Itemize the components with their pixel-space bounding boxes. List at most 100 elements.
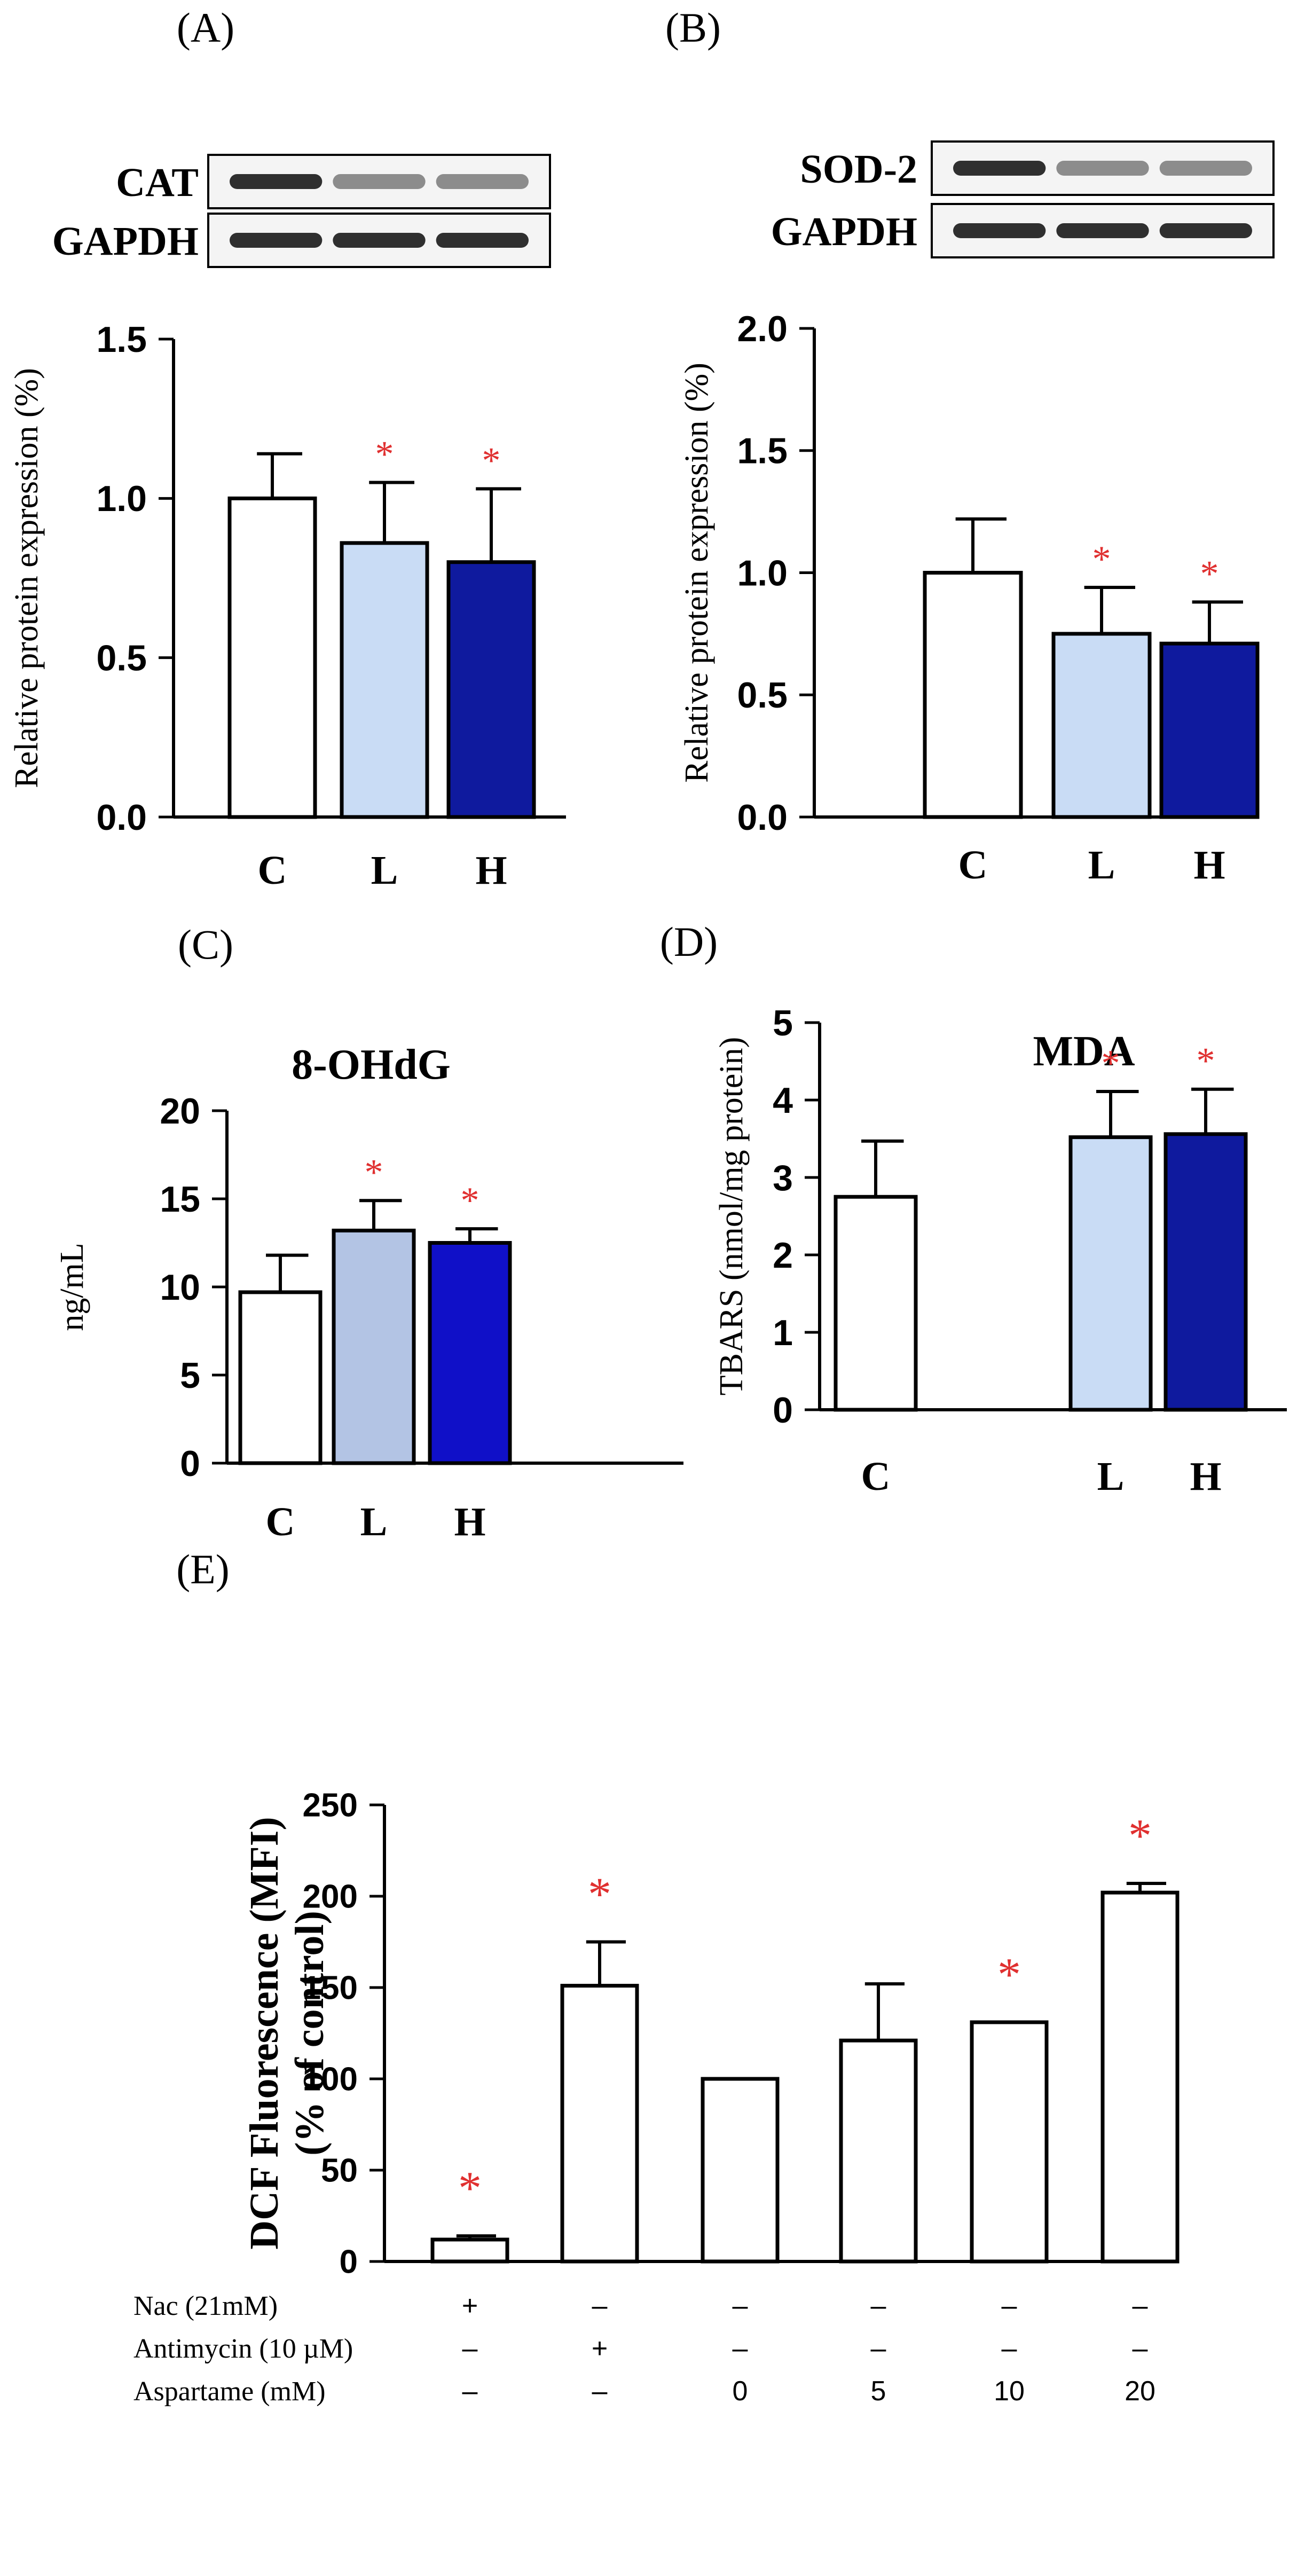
panel-label: (A) [177, 4, 234, 51]
y-tick-label: 1 [773, 1313, 793, 1353]
blot-band [436, 174, 529, 189]
significance-star: * [1200, 553, 1219, 594]
y-tick-label: 0 [773, 1390, 793, 1431]
bar-l [1068, 1135, 1153, 1412]
bar-nac [430, 2237, 509, 2264]
x-tick-label: C [258, 848, 287, 893]
x-tick-label: H [1190, 1454, 1221, 1499]
bar-aspartame-20 [1100, 1890, 1180, 2264]
x-tick-label: H [475, 848, 507, 893]
y-tick-label: 0 [340, 2244, 358, 2281]
significance-star: * [461, 1180, 479, 1221]
y-tick-label: 50 [321, 2153, 358, 2189]
treatment-cell: – [871, 2290, 886, 2321]
y-tick-label: 20 [160, 1091, 200, 1132]
y-tick-label: 0.0 [737, 797, 788, 838]
y-tick-label: 5 [773, 1003, 793, 1043]
blot-band [953, 223, 1046, 238]
treatment-cell: – [1133, 2290, 1148, 2321]
panel-a: (A) CAT GAPDH 0.0 0.5 1.0 1.5 Relative protein … [9, 4, 566, 893]
bar-c [227, 496, 317, 819]
treatment-cell: – [733, 2290, 748, 2321]
blot-band [1056, 161, 1149, 176]
x-tick-label: L [371, 848, 398, 893]
treatment-cell: 5 [871, 2376, 886, 2407]
y-tick-label: 1.5 [737, 431, 788, 472]
blot-band [1056, 223, 1149, 238]
blot-band [230, 233, 323, 248]
y-tick-label: 10 [160, 1267, 200, 1308]
y-tick-label: 4 [773, 1080, 793, 1121]
treatment-cell: – [592, 2376, 608, 2407]
y-tick-label: 1.0 [96, 478, 147, 519]
panel-label: (E) [176, 1546, 230, 1592]
y-axis-label: ng/mL [54, 1243, 90, 1331]
significance-star: * [375, 434, 394, 475]
blot-gapdh: GAPDH [771, 203, 1275, 258]
blot-band [230, 174, 323, 189]
significance-star: * [482, 440, 501, 481]
treatment-cell: – [733, 2333, 748, 2364]
y-tick-label: 1.0 [737, 553, 788, 593]
blot-band [1159, 161, 1252, 176]
treatment-row-label: Aspartame (mM) [133, 2376, 326, 2407]
bar-aspartame-5 [839, 2038, 918, 2264]
blot-cat: CAT [116, 154, 551, 209]
y-axis-label: Relative protein expression (%) [679, 363, 715, 783]
significance-star: * [1128, 1810, 1152, 1862]
panel-b: (B) SOD-2 GAPDH 0.0 0.5 1.0 1.5 2.0 Relative pro… [665, 4, 1275, 888]
x-tick-label: L [360, 1499, 388, 1544]
panel-label: (B) [665, 4, 721, 51]
y-tick-label: 1.5 [96, 319, 147, 360]
y-tick-label: 5 [180, 1355, 200, 1396]
blot-band [436, 233, 529, 248]
treatment-cell: – [462, 2376, 478, 2407]
y-axis-label: (% of control) [287, 1911, 332, 2156]
chart-title: 8-OHdG [292, 1041, 451, 1088]
bar-l [332, 1228, 416, 1465]
y-tick-label: 200 [303, 1879, 358, 1915]
x-tick-label: C [861, 1454, 891, 1499]
x-tick-label: H [1193, 843, 1225, 888]
blot-label: CAT [116, 160, 199, 205]
y-tick-label: 0.5 [96, 638, 147, 678]
blot-band [1159, 223, 1252, 238]
bar-h [1159, 641, 1260, 819]
treatment-row-label: Nac (21mM) [133, 2291, 278, 2321]
treatment-cell: – [462, 2333, 478, 2364]
bar-c [923, 571, 1023, 819]
x-tick-label: L [1097, 1454, 1125, 1499]
significance-star: * [1102, 1043, 1120, 1084]
panel-label: (D) [660, 918, 718, 965]
treatment-cell: – [1002, 2333, 1017, 2364]
blot-band [333, 233, 426, 248]
treatment-cell: + [462, 2290, 478, 2321]
blot-label: GAPDH [771, 209, 917, 254]
bar-aspartame-10 [970, 2020, 1049, 2264]
x-tick-label: C [958, 843, 988, 888]
treatment-cell: + [592, 2333, 608, 2364]
y-tick-label: 250 [303, 1787, 358, 1824]
bar-antimycin [560, 1984, 639, 2264]
y-tick-label: 0.5 [737, 675, 788, 716]
blot-band [333, 174, 426, 189]
bar-aspartame-0 [701, 2077, 780, 2264]
significance-star: * [458, 2163, 482, 2214]
bar-l [1051, 632, 1152, 819]
bar-l [340, 541, 429, 819]
significance-star: * [365, 1152, 383, 1193]
bar-h [1164, 1132, 1248, 1412]
chart-title: MDA [1033, 1028, 1135, 1075]
bar-h [446, 560, 536, 819]
significance-star: * [1197, 1041, 1215, 1082]
y-tick-label: 2.0 [737, 309, 788, 349]
treatment-cell: – [592, 2290, 608, 2321]
blot-band [953, 161, 1046, 176]
y-tick-label: 100 [303, 2061, 358, 2098]
blot-label: SOD-2 [800, 147, 917, 192]
x-tick-label: C [266, 1499, 295, 1544]
treatment-cell: 0 [733, 2376, 748, 2407]
blot-label: GAPDH [52, 219, 199, 264]
